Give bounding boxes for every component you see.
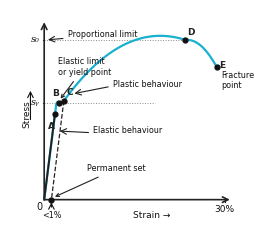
Text: C: C [67, 88, 74, 98]
Text: Elastic limit
or yield point: Elastic limit or yield point [58, 57, 111, 98]
Text: Plastic behaviour: Plastic behaviour [113, 80, 182, 89]
Text: Stress: Stress [22, 100, 31, 128]
Text: <1%: <1% [42, 211, 61, 220]
Text: 30%: 30% [215, 206, 235, 214]
Text: Fracture
point: Fracture point [221, 71, 254, 90]
Text: Permanent set: Permanent set [56, 164, 146, 196]
Text: Strain →: Strain → [133, 211, 171, 220]
Text: E: E [219, 61, 225, 70]
Text: B: B [52, 89, 59, 98]
Text: D: D [188, 27, 195, 37]
Text: 0: 0 [37, 202, 43, 211]
Text: sᵧ: sᵧ [31, 98, 39, 107]
Text: A: A [47, 122, 54, 131]
Text: Proportional limit: Proportional limit [68, 30, 137, 39]
Text: Elastic behaviour: Elastic behaviour [93, 126, 163, 135]
Text: s₀: s₀ [30, 36, 39, 45]
